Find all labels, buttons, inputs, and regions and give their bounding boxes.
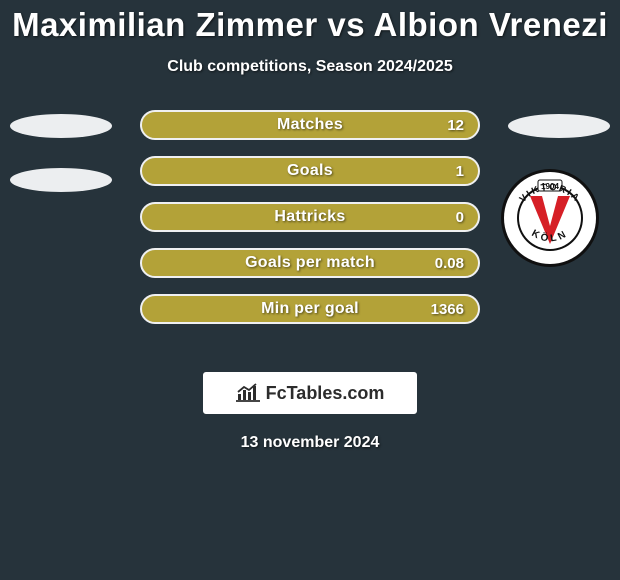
page-subtitle: Club competitions, Season 2024/2025 (0, 58, 620, 76)
watermark-text: FcTables.com (266, 383, 385, 404)
stat-row: Goals per match 0.08 (140, 248, 480, 278)
stat-value-right: 1366 (431, 296, 464, 322)
footer-date: 13 november 2024 (0, 434, 620, 452)
player1-club-placeholder (10, 168, 112, 192)
stat-value-right: 0.08 (435, 250, 464, 276)
player2-avatar-placeholder (508, 114, 610, 138)
stat-row: Min per goal 1366 (140, 294, 480, 324)
watermark-box: FcTables.com (203, 372, 417, 414)
stat-value-right: 12 (447, 112, 464, 138)
stat-label: Goals per match (142, 250, 478, 276)
stat-row: Goals 1 (140, 156, 480, 186)
stat-row: Matches 12 (140, 110, 480, 140)
stat-bars: Matches 12 Goals 1 Hattricks 0 Goals per… (140, 110, 480, 340)
player1-avatar-placeholder (10, 114, 112, 138)
stat-label: Matches (142, 112, 478, 138)
stat-label: Min per goal (142, 296, 478, 322)
stat-label: Hattricks (142, 204, 478, 230)
chart-icon (236, 382, 262, 404)
stat-value-right: 1 (456, 158, 464, 184)
stat-value-right: 0 (456, 204, 464, 230)
comparison-stage: 1904 VIKTORIA KÖLN Matches 12 Goals 1 Ha… (0, 110, 620, 360)
page-title: Maximilian Zimmer vs Albion Vrenezi (0, 0, 620, 44)
stat-label: Goals (142, 158, 478, 184)
player2-club-badge: 1904 VIKTORIA KÖLN (500, 168, 600, 268)
stat-row: Hattricks 0 (140, 202, 480, 232)
